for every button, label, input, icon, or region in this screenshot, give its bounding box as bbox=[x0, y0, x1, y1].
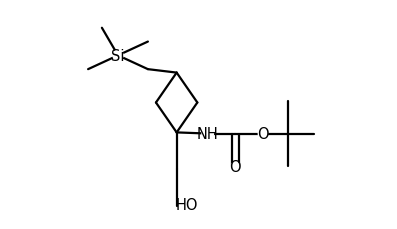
Text: Si: Si bbox=[111, 49, 125, 64]
Text: HO: HO bbox=[176, 197, 198, 213]
Circle shape bbox=[202, 128, 214, 140]
Circle shape bbox=[181, 199, 193, 211]
Circle shape bbox=[231, 163, 240, 172]
Text: O: O bbox=[229, 160, 241, 175]
Circle shape bbox=[113, 51, 123, 61]
Circle shape bbox=[258, 129, 268, 139]
Text: O: O bbox=[257, 126, 269, 142]
Text: NH: NH bbox=[197, 126, 219, 142]
